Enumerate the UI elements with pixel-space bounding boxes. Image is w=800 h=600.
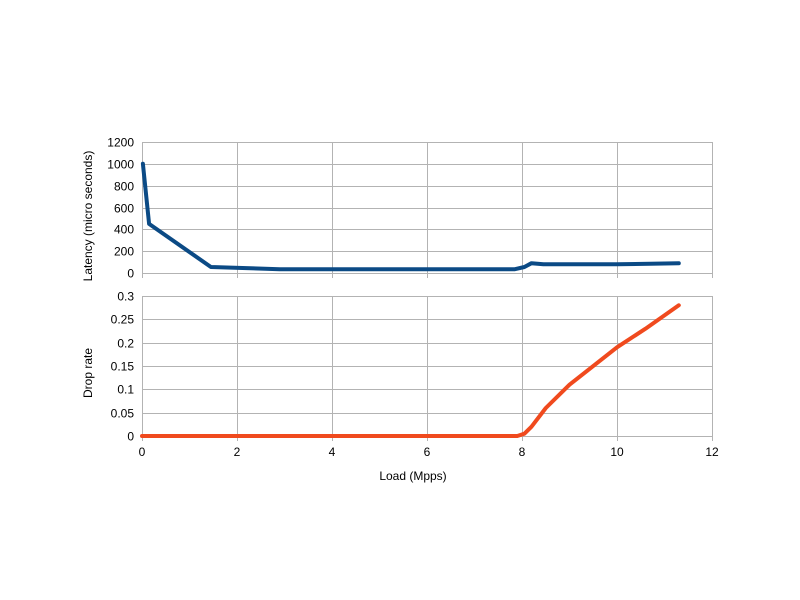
latency-y-tick-label: 1200 [107,136,134,150]
x-axis: 0 2 4 6 8 10 12 [139,445,719,459]
drop-y-tick-label: 0.25 [111,313,135,327]
latency-axis-title: Latency (micro seconds) [81,151,95,282]
x-tick-label: 8 [519,445,526,459]
x-tick-label: 0 [139,445,146,459]
x-tick-label: 4 [329,445,336,459]
drop-y-tick-label: 0.2 [117,337,134,351]
latency-y-tick-label: 0 [127,267,134,281]
x-tick-label: 6 [424,445,431,459]
latency-series-line [140,161,681,272]
drop-rate-axis-title: Drop rate [81,348,95,398]
latency-y-tick-label: 600 [114,202,134,216]
latency-y-tick-label: 800 [114,180,134,194]
drop-y-tick-label: 0.15 [111,360,135,374]
drop-y-tick-label: 0.05 [111,407,135,421]
drop-y-tick-label: 0 [127,430,134,444]
x-tick-label: 12 [705,445,719,459]
latency-y-tick-label: 1000 [107,158,134,172]
latency-y-tick-label: 400 [114,223,134,237]
drop-rate-panel: 0 0.05 0.1 0.15 0.2 0.25 0.3 [111,290,713,444]
latency-y-tick-label: 200 [114,245,134,259]
drop-y-tick-label: 0.1 [117,383,134,397]
x-tick-label: 10 [610,445,624,459]
drop-y-tick-label: 0.3 [117,290,134,304]
x-tick-label: 2 [234,445,241,459]
latency-panel: 0 200 400 600 800 1000 1200 [107,136,713,281]
x-axis-title: Load (Mpps) [379,469,446,483]
drop-series-line [140,303,681,438]
